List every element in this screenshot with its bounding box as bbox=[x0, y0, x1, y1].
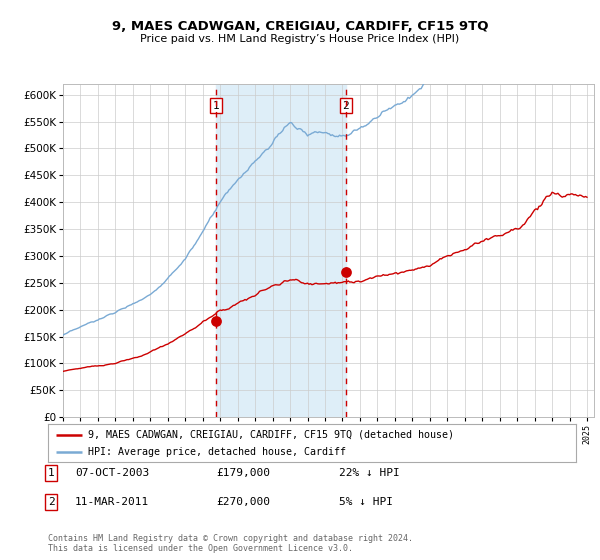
Text: £179,000: £179,000 bbox=[216, 468, 270, 478]
Text: 1: 1 bbox=[213, 101, 220, 111]
Text: 1: 1 bbox=[213, 442, 220, 452]
Bar bbox=[216, 84, 346, 417]
Text: 2: 2 bbox=[343, 442, 349, 452]
Text: 11-MAR-2011: 11-MAR-2011 bbox=[75, 497, 149, 507]
Text: HPI: Average price, detached house, Cardiff: HPI: Average price, detached house, Card… bbox=[88, 447, 346, 458]
Text: 9, MAES CADWGAN, CREIGIAU, CARDIFF, CF15 9TQ: 9, MAES CADWGAN, CREIGIAU, CARDIFF, CF15… bbox=[112, 20, 488, 32]
Point bbox=[211, 316, 221, 325]
Text: 2: 2 bbox=[343, 101, 349, 111]
Text: £270,000: £270,000 bbox=[216, 497, 270, 507]
Text: 22% ↓ HPI: 22% ↓ HPI bbox=[339, 468, 400, 478]
Text: Contains HM Land Registry data © Crown copyright and database right 2024.
This d: Contains HM Land Registry data © Crown c… bbox=[48, 534, 413, 553]
Text: 9, MAES CADWGAN, CREIGIAU, CARDIFF, CF15 9TQ (detached house): 9, MAES CADWGAN, CREIGIAU, CARDIFF, CF15… bbox=[88, 430, 454, 440]
Text: 1: 1 bbox=[47, 468, 55, 478]
Text: 5% ↓ HPI: 5% ↓ HPI bbox=[339, 497, 393, 507]
Text: 07-OCT-2003: 07-OCT-2003 bbox=[75, 468, 149, 478]
Text: 2: 2 bbox=[47, 497, 55, 507]
Text: Price paid vs. HM Land Registry’s House Price Index (HPI): Price paid vs. HM Land Registry’s House … bbox=[140, 34, 460, 44]
Point bbox=[341, 268, 350, 277]
